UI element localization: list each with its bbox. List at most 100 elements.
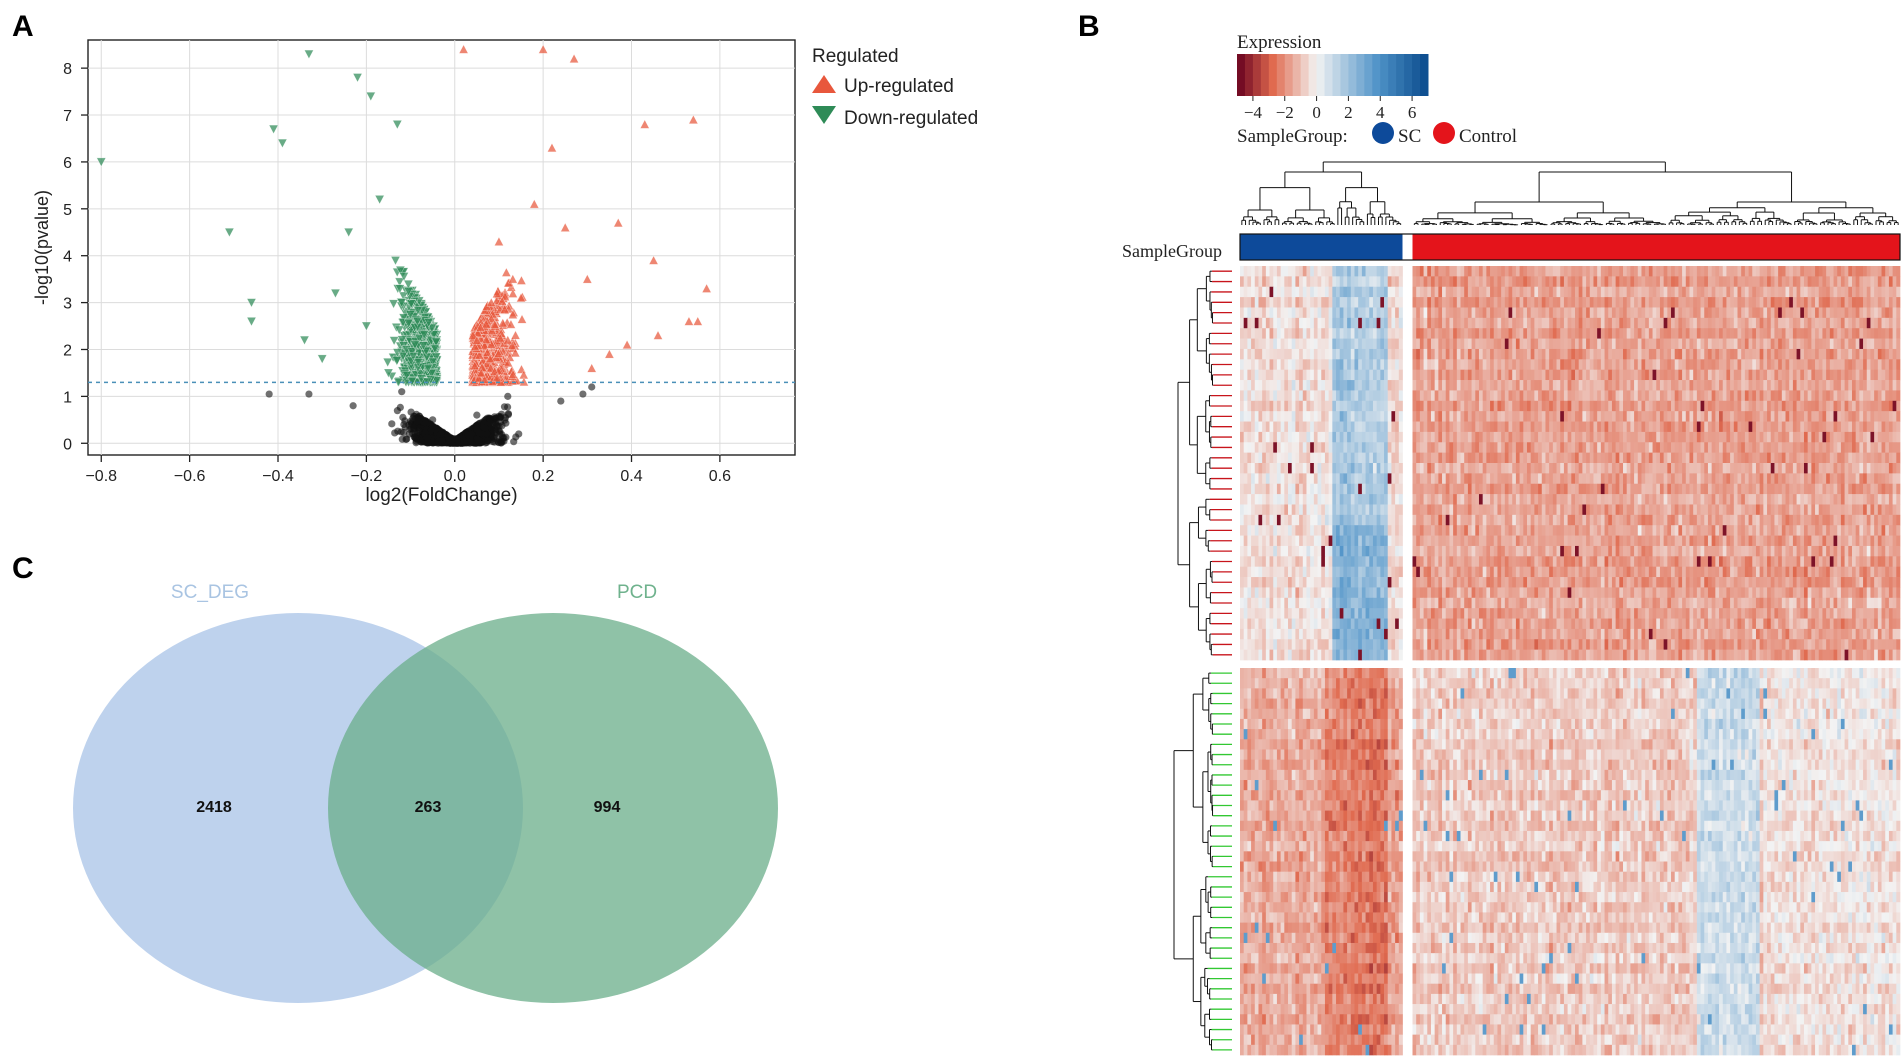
heatmap-cell [1380, 297, 1384, 308]
heatmap-cell [1255, 307, 1259, 318]
heatmap-cell [1597, 297, 1601, 308]
heatmap-cell [1608, 297, 1612, 308]
heatmap-cell [1822, 307, 1826, 318]
heatmap-cell [1542, 276, 1546, 287]
heatmap-cell [1664, 307, 1668, 318]
heatmap-cell [1616, 297, 1620, 308]
heatmap-cell [1634, 266, 1638, 277]
heatmap-cell [1453, 297, 1457, 308]
heatmap-cell [1431, 266, 1435, 277]
heatmap-cell [1384, 287, 1388, 298]
heatmap-cell [1479, 266, 1483, 277]
heatmap-cell [1701, 318, 1705, 329]
heatmap-cell [1295, 307, 1299, 318]
heatmap-cell [1273, 318, 1277, 329]
heatmap-cell [1483, 318, 1487, 329]
heatmap-cell [1343, 307, 1347, 318]
heatmap-cell [1424, 287, 1428, 298]
heatmap-cell [1449, 276, 1453, 287]
heatmap-cell [1804, 287, 1808, 298]
heatmap-cell [1597, 276, 1601, 287]
heatmap-cell [1538, 287, 1542, 298]
heatmap-cell [1878, 266, 1882, 277]
heatmap-cell [1391, 276, 1395, 287]
heatmap-cell [1859, 266, 1863, 277]
heatmap-cell [1605, 266, 1609, 277]
heatmap-cell [1734, 287, 1738, 298]
heatmap-cell [1719, 307, 1723, 318]
y-tick-label: 4 [63, 249, 72, 266]
heatmap-cell [1340, 287, 1344, 298]
heatmap-cell [1343, 276, 1347, 287]
heatmap-cell [1649, 297, 1653, 308]
heatmap-cell [1377, 307, 1381, 318]
heatmap-cell [1667, 266, 1671, 277]
heatmap-cell [1442, 287, 1446, 298]
heatmap-cell [1427, 307, 1431, 318]
color-scale-swatch [1348, 54, 1356, 96]
heatmap-cell [1701, 287, 1705, 298]
heatmap-cell [1608, 318, 1612, 329]
heatmap-cell [1303, 307, 1307, 318]
heatmap-cell [1693, 318, 1697, 329]
heatmap-cell [1712, 266, 1716, 277]
heatmap-cell [1767, 297, 1771, 308]
heatmap-cell [1893, 276, 1897, 287]
heatmap-cell [1590, 287, 1594, 298]
heatmap-cell [1457, 318, 1461, 329]
heatmap-cell [1675, 266, 1679, 277]
heatmap-cell [1270, 318, 1274, 329]
heatmap-cell [1819, 297, 1823, 308]
heatmap-cell [1420, 307, 1424, 318]
heatmap-cell [1486, 297, 1490, 308]
heatmap-cell [1630, 318, 1634, 329]
heatmap-cell [1531, 276, 1535, 287]
color-scale-swatch [1380, 54, 1388, 96]
heatmap-cell [1329, 318, 1333, 329]
heatmap-cell [1627, 276, 1631, 287]
heatmap-cell [1244, 307, 1248, 318]
heatmap-cell [1741, 276, 1745, 287]
heatmap-cell [1767, 276, 1771, 287]
heatmap-cell [1712, 276, 1716, 287]
heatmap-cell [1516, 276, 1520, 287]
heatmap-cell [1689, 318, 1693, 329]
heatmap-cell [1819, 307, 1823, 318]
heatmap-cell [1808, 307, 1812, 318]
heatmap-cell [1763, 307, 1767, 318]
heatmap-cell [1542, 297, 1546, 308]
heatmap-cell [1664, 266, 1668, 277]
heatmap-cell [1623, 276, 1627, 287]
heatmap-cell [1848, 307, 1852, 318]
heatmap-cell [1377, 318, 1381, 329]
heatmap-cell [1358, 266, 1362, 277]
heatmap-cell [1641, 287, 1645, 298]
x-tick-label: −0.8 [85, 468, 117, 485]
heatmap-cell [1281, 266, 1285, 277]
heatmap-cell [1534, 287, 1538, 298]
heatmap-cell [1793, 297, 1797, 308]
heatmap-cell [1501, 307, 1505, 318]
heatmap-cell [1582, 318, 1586, 329]
heatmap-cell [1756, 297, 1760, 308]
heatmap-cell [1568, 266, 1572, 277]
heatmap-cell [1774, 287, 1778, 298]
heatmap-cell [1863, 297, 1867, 308]
heatmap-cell [1457, 307, 1461, 318]
heatmap-cell [1634, 318, 1638, 329]
heatmap-cell [1704, 266, 1708, 277]
heatmap-cell [1841, 266, 1845, 277]
heatmap-cell [1329, 297, 1333, 308]
heatmap-cell [1719, 266, 1723, 277]
heatmap-cell [1808, 266, 1812, 277]
heatmap-cell [1645, 307, 1649, 318]
heatmap-cell [1420, 287, 1424, 298]
heatmap-cell [1763, 266, 1767, 277]
heatmap-cell [1774, 297, 1778, 308]
heatmap-cell [1557, 318, 1561, 329]
heatmap-cell [1273, 307, 1277, 318]
heatmap-cell [1244, 287, 1248, 298]
heatmap-cell [1656, 297, 1660, 308]
color-scale-tick-label: 2 [1344, 103, 1353, 122]
